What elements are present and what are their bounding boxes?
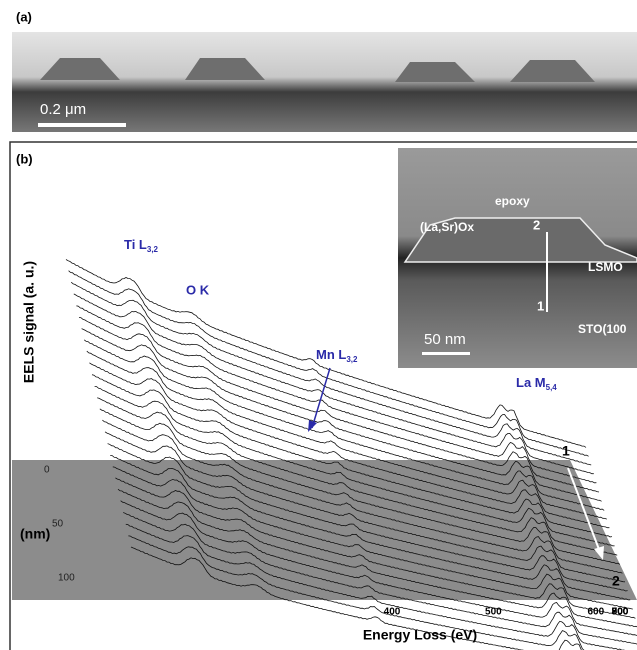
inset-label: STO(100 [578, 322, 627, 336]
scale-bar [38, 123, 126, 127]
depth-axis-label: (nm) [20, 526, 50, 542]
edge-label: Mn L3,2 [316, 347, 358, 364]
spectrum-trace [86, 350, 607, 520]
y-axis-label: EELS signal (a. u.) [21, 261, 37, 383]
energy-axis-label: Energy Loss (eV) [363, 627, 477, 643]
spectrum-trace [76, 305, 597, 484]
edge-arrowhead [308, 420, 317, 432]
scan-arrowhead [594, 546, 604, 560]
depth-tick: 50 [52, 519, 64, 530]
edge-arrow [311, 367, 331, 429]
spectrum-trace [78, 317, 600, 493]
energy-tick: 500 [485, 607, 502, 618]
spectrum-trace [123, 512, 637, 645]
spectrum-trace [97, 397, 618, 556]
edge-sub: 3,2 [147, 245, 159, 254]
spectrum-trace [83, 339, 605, 511]
spectrum-trace [112, 466, 633, 610]
inset-label: (La,Sr)Ox [420, 220, 474, 234]
energy-tick: 400 [384, 607, 401, 618]
energy-tick: 800 [612, 607, 629, 618]
spectrum-trace [115, 477, 636, 619]
inset-cap [403, 217, 637, 263]
cap-islands [40, 58, 595, 82]
panel-label: (b) [16, 151, 33, 166]
inset-label: 1 [537, 298, 544, 313]
spectrum-trace [110, 455, 631, 601]
panel-label: (a) [16, 9, 32, 24]
spectra [65, 259, 637, 650]
edge-label: O K [186, 282, 210, 297]
spectrum-trace [125, 523, 626, 650]
spectrum-trace [94, 386, 615, 547]
edge-sub: 3,2 [346, 355, 358, 364]
edge-name: La M [516, 375, 546, 390]
spectrum-trace [104, 431, 626, 583]
spectrum-trace [70, 281, 592, 466]
spectrum-trace [81, 328, 602, 502]
spectrum-trace [91, 374, 613, 538]
edge-label: Ti L3,2 [124, 237, 159, 254]
spectrum-trace [107, 443, 628, 592]
inset-scale-label: 50 nm [424, 331, 466, 348]
inset-label: LSMO [588, 260, 623, 274]
spectrum-trace [65, 259, 587, 448]
depth-tick: 0 [44, 465, 50, 476]
scan-end: 2 [612, 573, 620, 589]
spectrum-trace [128, 535, 585, 650]
edge-name: Mn L [316, 347, 346, 362]
panel-frame [9, 141, 637, 650]
floor-left [12, 460, 125, 600]
spectrum-trace [89, 362, 610, 529]
energy-tick: 700 [612, 607, 629, 618]
spectrum-trace [120, 500, 637, 636]
spectrum-trace [130, 546, 582, 650]
depth-tick: 100 [58, 573, 75, 584]
edge-label: La M5,4 [516, 375, 557, 392]
energy-tick: 600 [587, 607, 604, 618]
energy-tick: 900 [612, 607, 629, 618]
spectrum-trace [117, 488, 637, 628]
scan-arrow [567, 467, 601, 553]
inset-label: 2 [533, 217, 540, 232]
spectrum-trace [102, 419, 623, 574]
edge-sub: 5,4 [546, 383, 558, 392]
inset-label: epoxy [495, 194, 530, 208]
spectrum-trace [99, 408, 621, 565]
edge-name: Ti L [124, 237, 147, 252]
scale-bar-label: 0.2 μm [40, 101, 86, 118]
inset-scale-bar [422, 352, 470, 355]
scan-start: 1 [562, 443, 570, 459]
spectrum-trace [68, 270, 589, 457]
spectrum-trace [73, 293, 594, 475]
